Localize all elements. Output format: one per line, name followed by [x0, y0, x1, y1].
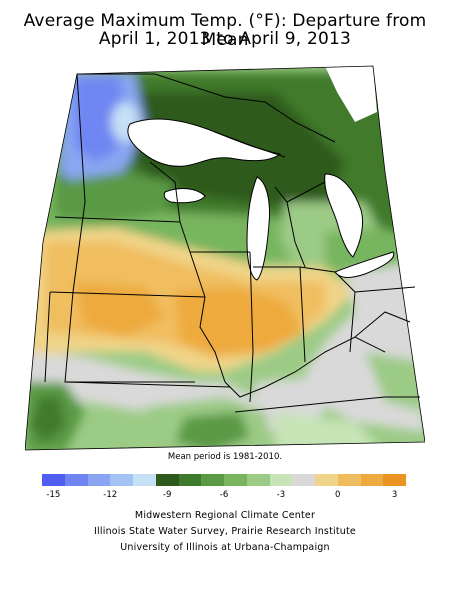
legend-swatch [42, 474, 65, 486]
legend-swatch [201, 474, 224, 486]
legend-swatch [269, 474, 293, 486]
temperature-departure-map [25, 52, 425, 452]
legend-swatch [133, 474, 156, 486]
mean-period-note: Mean period is 1981-2010. [167, 452, 283, 462]
state-borders [44, 73, 420, 413]
legend-tick-label: -9 [162, 490, 172, 500]
credit-line-1: Midwestern Regional Climate Center [134, 510, 316, 521]
color-scale-tick-labels: -15 -12 -9 -6 -3 0 3 [42, 490, 406, 502]
legend-tick-label: 3 [391, 490, 398, 500]
legend-swatch [337, 474, 361, 486]
legend-tick-label: -6 [219, 490, 229, 500]
map-title-line-1: Average Maximum Temp. (°F): Departure fr… [23, 11, 427, 50]
credit-line-3: University of Illinois at Urbana-Champai… [120, 542, 330, 553]
legend-tick-label: -15 [46, 490, 61, 500]
legend-swatch [246, 474, 270, 486]
great-lakes [127, 118, 395, 281]
legend-swatch [292, 474, 315, 486]
legend-tick-label: -12 [103, 490, 118, 500]
legend-tick-label: 0 [335, 490, 341, 500]
legend-tick-label: -3 [276, 490, 286, 500]
color-scale-legend [42, 474, 406, 486]
legend-swatch [155, 474, 179, 486]
credit-line-2: Illinois State Water Survey, Prairie Res… [94, 526, 356, 537]
legend-swatch [360, 474, 384, 486]
legend-swatch [383, 474, 406, 486]
legend-swatch [64, 474, 88, 486]
legend-swatch [315, 474, 338, 486]
legend-swatch [224, 474, 247, 486]
legend-swatch [87, 474, 111, 486]
map-title-line-2: April 1, 2013 to April 9, 2013 [98, 29, 352, 49]
legend-swatch [110, 474, 133, 486]
legend-swatch [178, 474, 202, 486]
